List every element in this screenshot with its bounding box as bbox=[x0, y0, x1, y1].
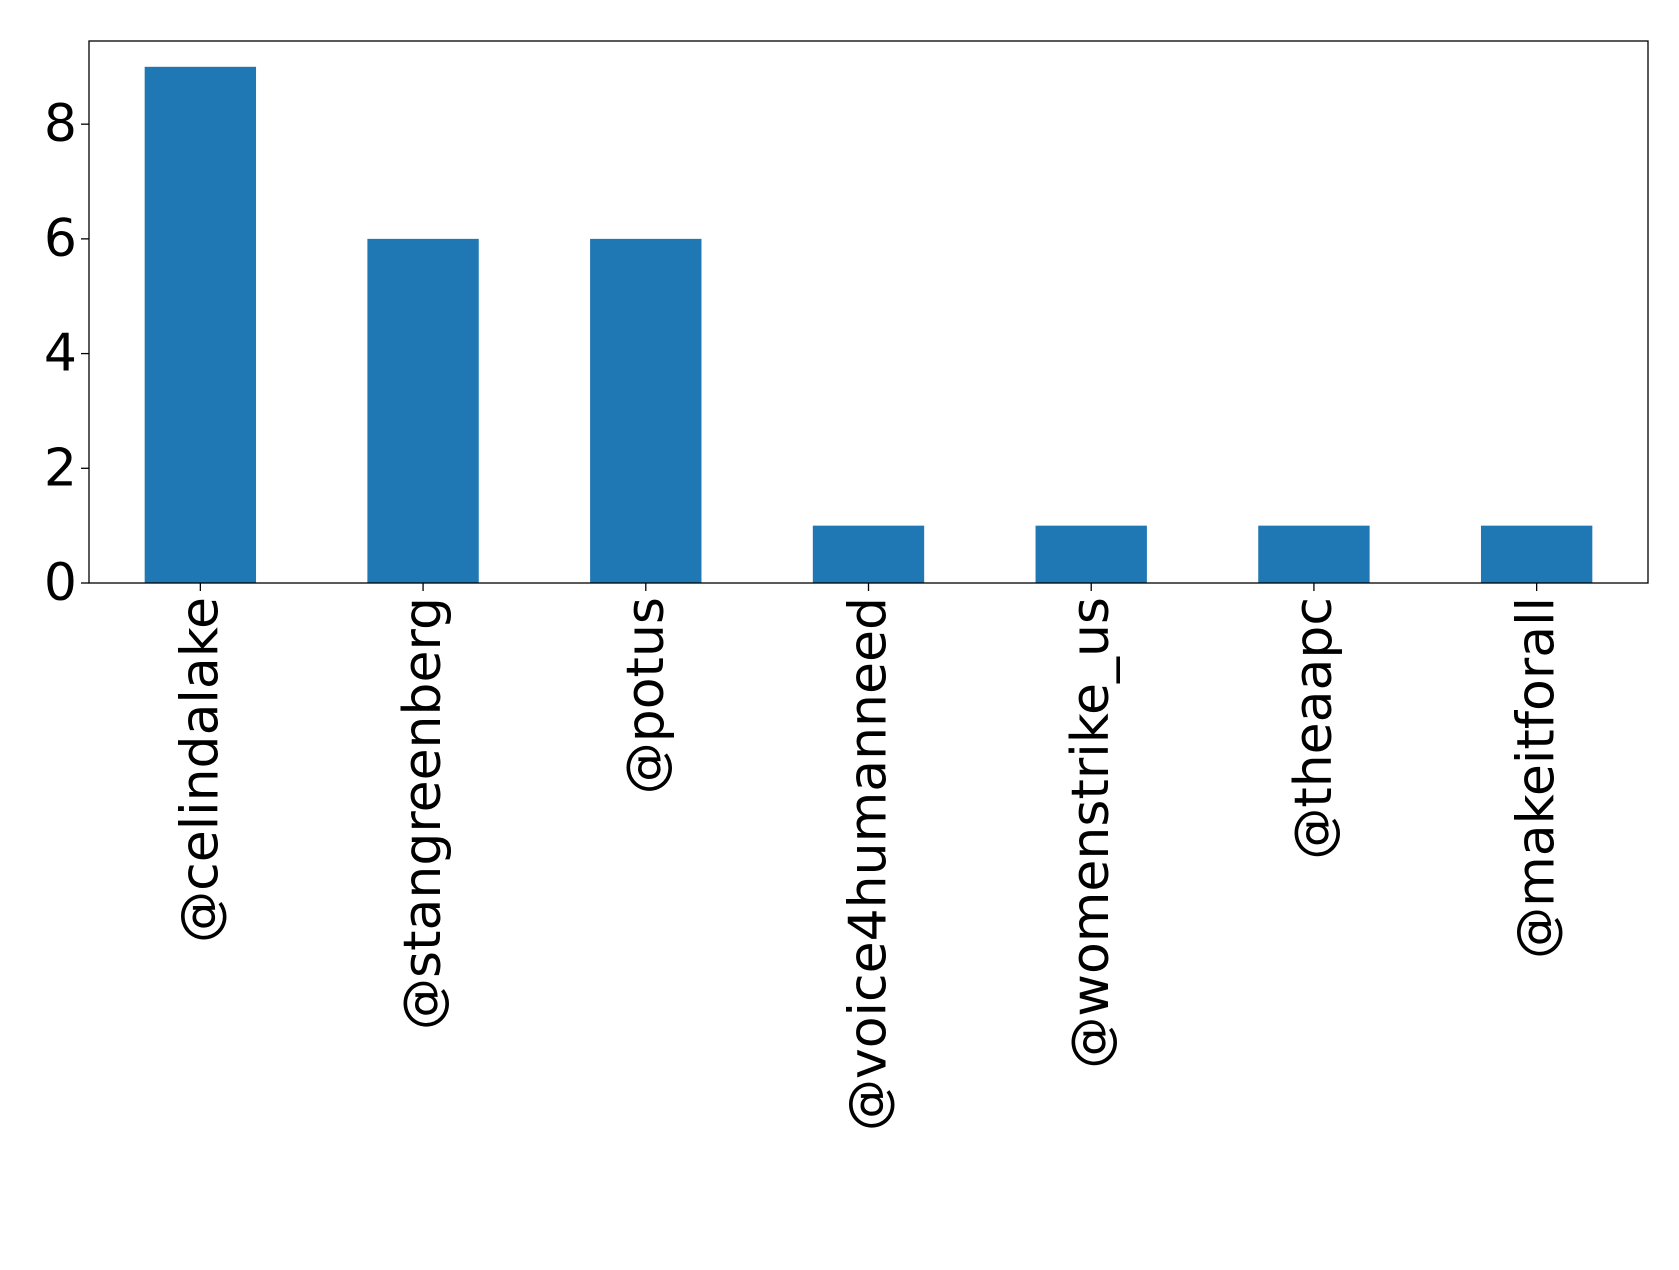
bar-2 bbox=[590, 238, 702, 583]
bar-6 bbox=[1480, 525, 1593, 583]
bar-5 bbox=[1258, 525, 1370, 583]
x-tick-label-6: @makeitforall bbox=[1507, 597, 1567, 959]
y-tick-label-1: 2 bbox=[44, 438, 77, 498]
bar-3 bbox=[812, 525, 925, 583]
x-axis: @celindalake @stangreenberg @potus @voice4h… bbox=[170, 583, 1567, 1131]
y-tick-label-0: 0 bbox=[44, 553, 77, 613]
x-tick-label-0: @celindalake bbox=[170, 597, 230, 943]
y-tick-label-3: 6 bbox=[44, 209, 77, 269]
bars-group bbox=[144, 66, 1593, 584]
x-tick-label-3: @voice4humanneed bbox=[839, 597, 899, 1131]
x-tick-label-1: @stangreenberg bbox=[393, 597, 453, 1030]
y-tick-label-4: 8 bbox=[44, 94, 77, 154]
x-tick-label-5: @theaapc bbox=[1284, 597, 1344, 860]
plot-frame bbox=[88, 40, 1649, 584]
bar-0 bbox=[144, 66, 257, 584]
bar-4 bbox=[1035, 525, 1147, 583]
bar-1 bbox=[367, 238, 479, 583]
x-tick-label-2: @potus bbox=[616, 597, 676, 794]
y-tick-label-2: 4 bbox=[44, 324, 77, 384]
y-axis: 0 2 4 6 8 bbox=[44, 94, 89, 613]
x-tick-label-4: @womenstrike_us bbox=[1061, 597, 1121, 1069]
